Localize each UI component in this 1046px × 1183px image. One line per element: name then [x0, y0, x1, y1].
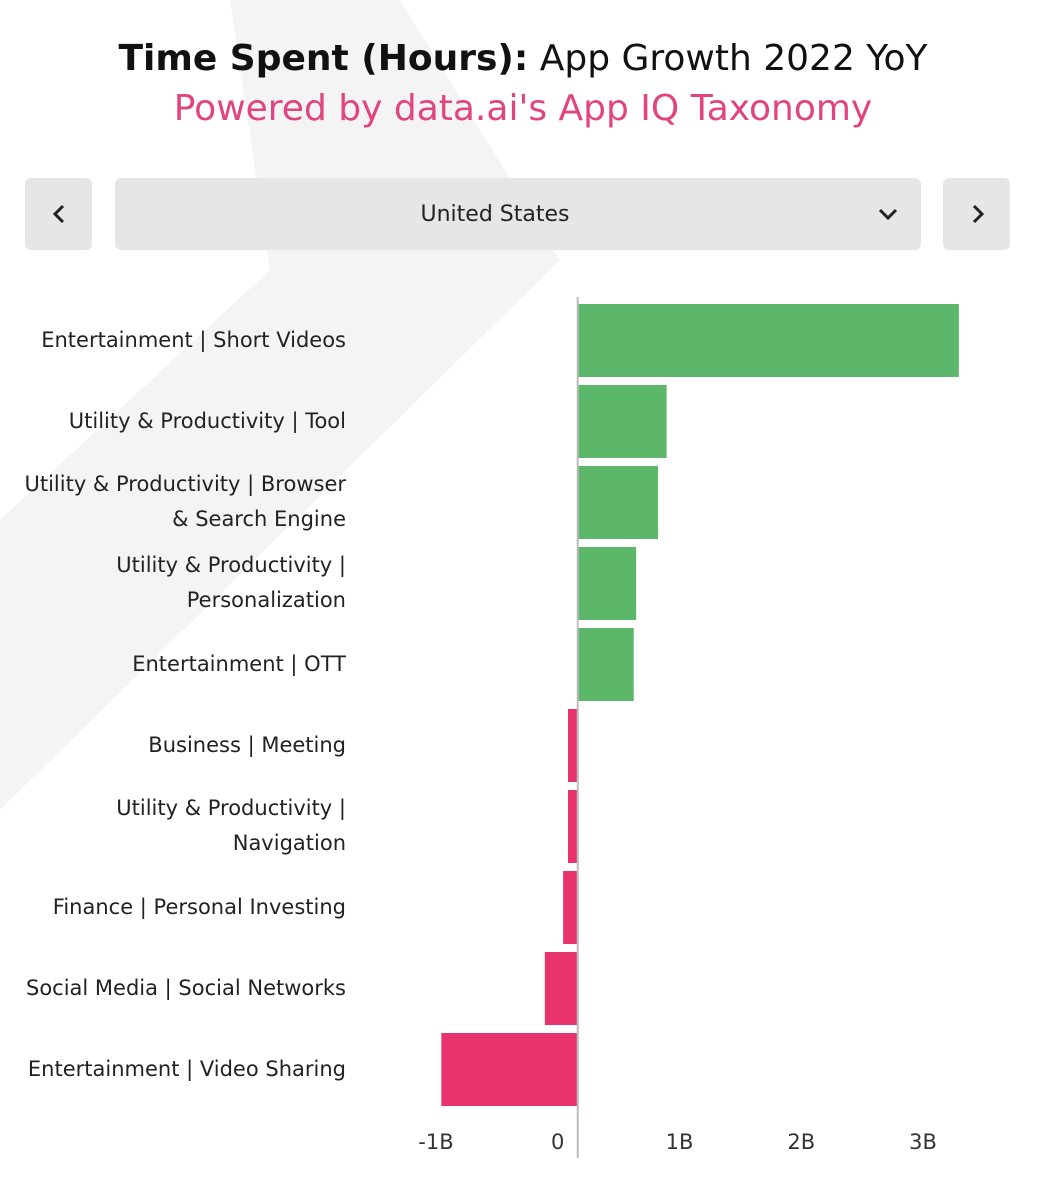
bar [577, 628, 634, 701]
category-label: Utility & Productivity | Personalization [116, 553, 346, 612]
bar [567, 709, 578, 782]
x-tick-label: 3B [909, 1130, 937, 1154]
bar [577, 466, 659, 539]
category-label: Utility & Productivity | Browser & Searc… [24, 472, 346, 531]
select-value: United States [420, 202, 570, 227]
category-label: Utility & Productivity | Navigation [116, 796, 346, 855]
category-label: Business | Meeting [148, 732, 346, 757]
x-tick-label: 0 [551, 1130, 564, 1154]
x-tick-label: 1B [666, 1130, 694, 1154]
title-bold: Time Spent (Hours): [118, 38, 529, 79]
title-rest: App Growth 2022 YoY [528, 38, 928, 79]
subtitle: Powered by data.ai's App IQ Taxonomy [173, 88, 873, 129]
dropdown-icon [878, 208, 898, 221]
prev-button[interactable] [25, 178, 92, 250]
bar [441, 1033, 578, 1106]
x-tick-label: 2B [787, 1130, 815, 1154]
category-label: Entertainment | Video Sharing [27, 1056, 346, 1081]
country-select[interactable]: United States [115, 178, 921, 250]
category-label: Entertainment | OTT [132, 651, 346, 676]
category-label: Entertainment | Short Videos [41, 327, 346, 352]
bar [577, 304, 959, 377]
bar [577, 385, 667, 458]
next-icon [972, 204, 985, 224]
bar [567, 790, 578, 863]
x-tick-label: -1B [418, 1130, 453, 1154]
next-button[interactable] [943, 178, 1010, 250]
prev-icon [52, 204, 65, 224]
category-label: Social Media | Social Networks [26, 975, 346, 1000]
category-label: Finance | Personal Investing [52, 894, 346, 919]
title: Time Spent (Hours): App Growth 2022 YoY [0, 38, 1046, 79]
bar [544, 952, 578, 1025]
category-label: Utility & Productivity | Tool [68, 408, 346, 433]
bar [563, 871, 578, 944]
bar [577, 547, 637, 620]
